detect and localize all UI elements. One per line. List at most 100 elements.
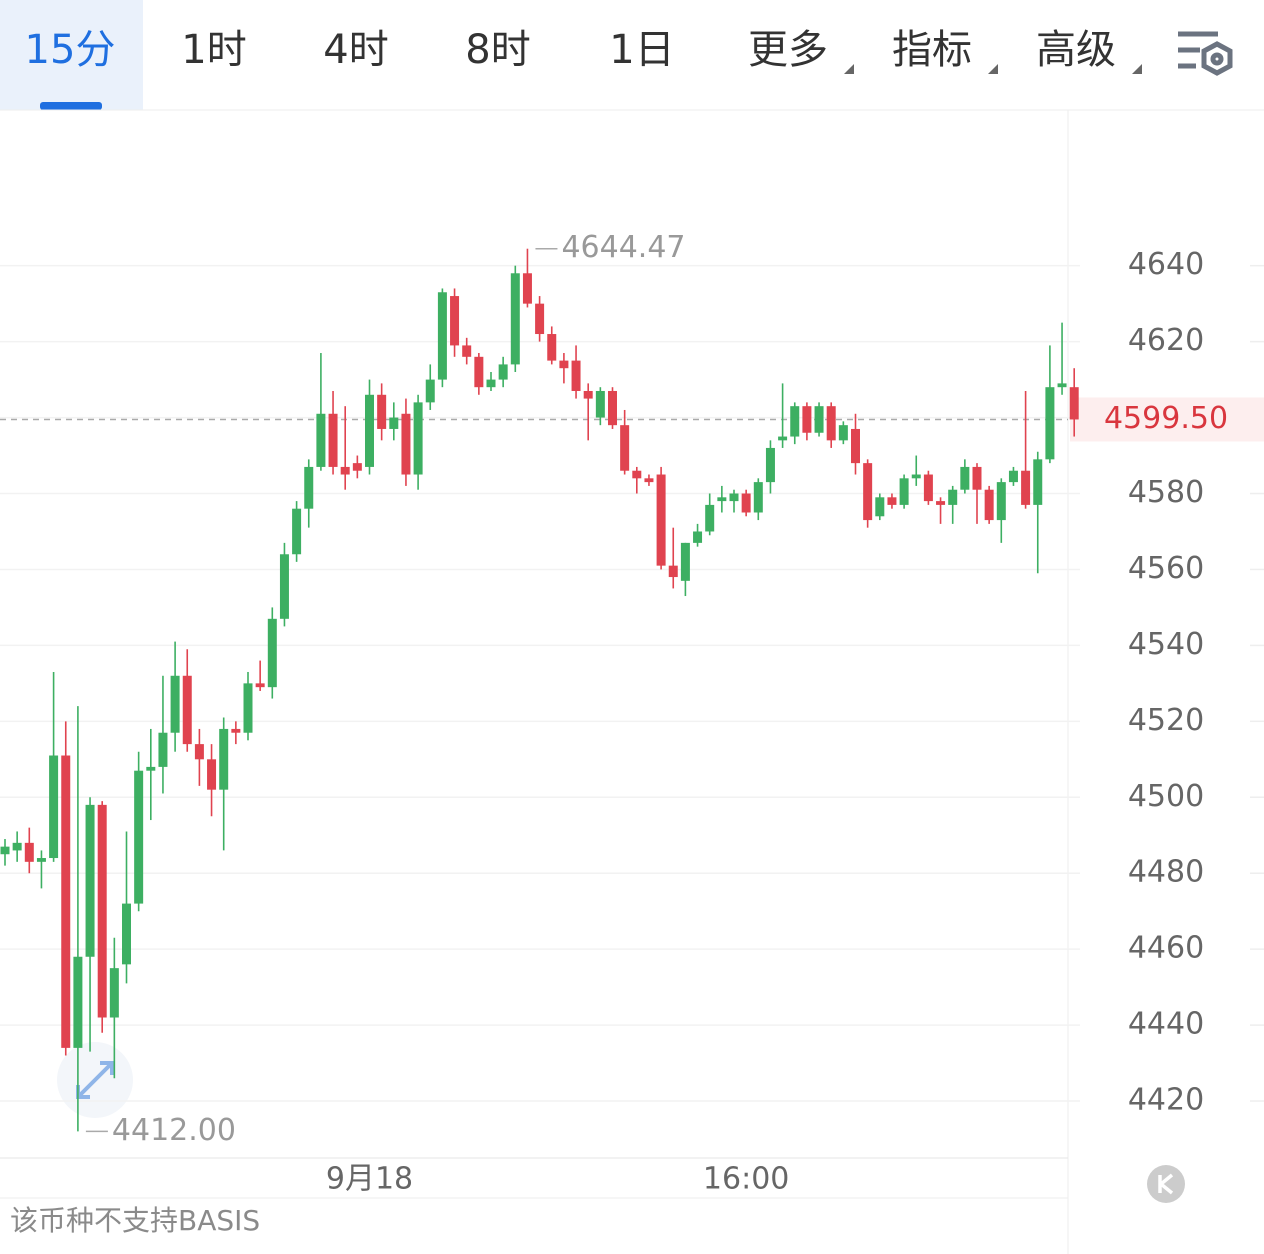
tab[interactable]: 8时 [465, 27, 530, 73]
candle-body [85, 804, 95, 957]
annotation-label: 4412.00 [112, 1113, 236, 1148]
candle-body [765, 447, 775, 483]
dropdown-caret [844, 64, 854, 74]
candle-body [365, 394, 374, 467]
candle-body [340, 466, 350, 475]
icon-dot [1210, 52, 1224, 66]
candle-body [632, 470, 642, 479]
last-price-bg [1070, 397, 1264, 442]
candle-body [693, 531, 703, 543]
candle-body [984, 489, 994, 521]
candle-body [462, 345, 472, 357]
candle-body [109, 968, 119, 1018]
settings-icon[interactable] [1178, 31, 1233, 76]
candle-body [559, 360, 569, 369]
active-tab-indicator [40, 102, 102, 110]
candle-body [12, 842, 22, 851]
candle-body [972, 466, 982, 490]
candle-body [292, 508, 302, 555]
candle-body [838, 425, 848, 441]
candle-body [450, 296, 460, 346]
k-icon[interactable] [1147, 1165, 1185, 1203]
candle-body [522, 273, 532, 304]
candle-body [571, 360, 581, 391]
candle-body [24, 842, 34, 862]
candle-body [705, 504, 715, 532]
y-tick-label: 4480 [1128, 855, 1204, 890]
candle-body [644, 478, 654, 483]
candle-body [887, 497, 897, 505]
candle-body [97, 804, 107, 1018]
candle-body [741, 493, 751, 513]
candle-body [279, 554, 289, 619]
candle-body [814, 406, 824, 433]
candle-body [267, 618, 277, 688]
candle-body [243, 683, 253, 733]
candle-body [122, 903, 131, 965]
candle-body [61, 755, 71, 1048]
y-tick-label: 4560 [1128, 551, 1204, 586]
candle-body [753, 482, 763, 513]
candle-body [389, 417, 399, 429]
icon-bg [1147, 1165, 1185, 1203]
candle-body [778, 436, 788, 441]
candle-body [36, 858, 46, 862]
candle-body [620, 425, 630, 471]
tab[interactable]: 4时 [323, 27, 388, 73]
icon-k [1158, 1173, 1174, 1195]
y-tick-label: 4460 [1128, 931, 1204, 966]
candle-body [717, 497, 727, 502]
tab[interactable]: 指标 [892, 27, 972, 73]
candle-body [729, 493, 739, 502]
candle-body [486, 379, 496, 388]
candle-body [1033, 459, 1043, 505]
candle-body [595, 390, 605, 418]
candle-body [875, 497, 885, 517]
candle-body [1045, 387, 1055, 460]
y-tick-label: 4500 [1128, 779, 1204, 814]
candle-body [911, 474, 921, 479]
candle-body [73, 956, 83, 1048]
candle-body [498, 364, 508, 380]
dropdown-caret [988, 64, 998, 74]
candle-body [899, 478, 909, 505]
candle-body [0, 846, 10, 855]
candle-body [413, 402, 423, 475]
footer-note: 该币种不支持BASIS [10, 1204, 260, 1237]
candle-body [608, 390, 617, 426]
candle-body [510, 273, 520, 365]
x-tick-label: 9月18 [326, 1162, 413, 1197]
tab[interactable]: 15分 [25, 27, 116, 73]
tab[interactable]: 1时 [181, 27, 246, 73]
candle-body [146, 766, 156, 771]
candle-body [182, 675, 192, 745]
candle-body [207, 759, 217, 790]
candle-body [304, 466, 314, 509]
candle-body [134, 770, 144, 904]
candle-body [316, 413, 326, 467]
candle-body [194, 744, 204, 760]
candle-body [474, 356, 484, 388]
tab[interactable]: 高级 [1036, 27, 1116, 73]
candle-body [425, 379, 435, 403]
candle-body [401, 413, 411, 475]
x-tick-label: 16:00 [703, 1162, 789, 1197]
candle-body [936, 501, 946, 505]
tab[interactable]: 更多 [748, 27, 828, 73]
candle-body [826, 406, 836, 441]
candle-body [1069, 387, 1079, 420]
annotation-label: 4644.47 [561, 230, 685, 265]
candle-body [790, 406, 800, 437]
candle-body [656, 474, 666, 566]
active-tab-bg [0, 0, 143, 110]
icon-hex [1201, 41, 1233, 76]
expand-icon[interactable] [57, 1042, 133, 1118]
tab[interactable]: 1日 [609, 27, 674, 73]
candle-body [377, 394, 387, 429]
candle-body [1008, 470, 1018, 483]
candle-body [328, 413, 338, 467]
candle-body [547, 334, 557, 361]
candle-body [352, 463, 362, 471]
